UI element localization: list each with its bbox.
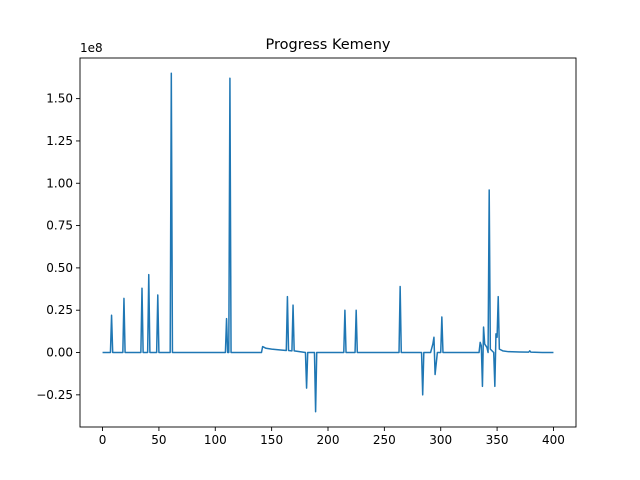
x-tick-label: 400 [542,433,565,447]
x-tick-label: 350 [486,433,509,447]
y-tick-label: 1.00 [46,176,73,190]
x-tick-label: 50 [151,433,166,447]
series-group [102,72,554,413]
x-tick-label: 0 [99,433,107,447]
y-tick-label: 0.00 [46,346,73,360]
series-line [102,72,554,413]
y-tick-label: 0.25 [46,303,73,317]
y-tick-label: 0.75 [46,219,73,233]
x-tick-label: 150 [260,433,283,447]
y-tick-label: 0.50 [46,261,73,275]
x-tick-label: 250 [373,433,396,447]
y-offset-label: 1e8 [80,41,103,55]
x-tick-label: 200 [317,433,340,447]
y-axis: −0.25 0.00 0.25 0.50 0.75 1.00 1.25 1.50 [36,92,80,402]
x-axis: 0 50 100 150 200 250 300 350 400 [99,427,565,447]
x-tick-label: 300 [429,433,452,447]
y-tick-label: −0.25 [36,388,73,402]
y-tick-label: 1.50 [46,92,73,106]
x-tick-label: 100 [204,433,227,447]
plot-frame [79,57,577,428]
y-tick-label: 1.25 [46,134,73,148]
chart-title: Progress Kemeny [265,37,390,53]
